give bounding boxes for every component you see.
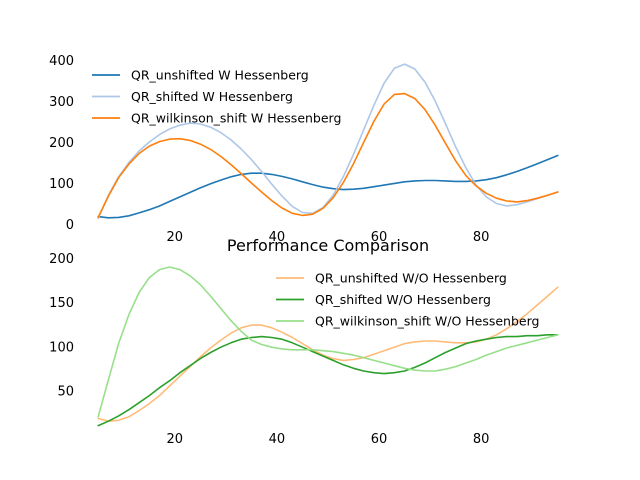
x-tick-label: 40 (269, 432, 286, 447)
y-tick-label: 300 (49, 95, 74, 110)
legend-label: QR_shifted W/O Hessenberg (315, 292, 491, 307)
legend-label: QR_wilkinson_shift W Hessenberg (131, 111, 341, 126)
legend-label: QR_unshifted W/O Hessenberg (315, 271, 507, 286)
x-tick-label: 60 (371, 432, 388, 447)
legend-label: QR_wilkinson_shift W/O Hessenberg (315, 314, 539, 329)
top-chart-x-ticks: 20 40 60 80 (167, 230, 490, 245)
y-tick-label: 50 (57, 384, 74, 399)
y-tick-label: 0 (66, 218, 74, 233)
x-tick-label: 20 (167, 432, 184, 447)
x-tick-label: 60 (371, 230, 388, 245)
series-line-1-1 (97, 333, 559, 427)
legend-label: QR_unshifted W Hessenberg (131, 68, 309, 83)
series-line-0-1 (97, 63, 559, 220)
bottom-chart: Performance Comparison 50 100 150 200 20 40 6… (49, 236, 559, 447)
top-chart-legend: QR_unshifted W Hessenberg QR_shifted W He… (92, 68, 341, 126)
series-line-0-0 (97, 154, 559, 219)
y-tick-label: 150 (49, 296, 74, 311)
top-chart-y-ticks: 0 100 200 300 400 (49, 54, 74, 233)
series-line-0-2 (97, 92, 559, 219)
x-tick-label: 80 (473, 230, 490, 245)
x-tick-label: 80 (473, 432, 490, 447)
bottom-chart-series (97, 266, 559, 427)
top-chart: 0 100 200 300 400 20 40 60 80 QR_unshifted W He… (49, 54, 559, 245)
y-tick-label: 100 (49, 340, 74, 355)
x-tick-label: 40 (269, 230, 286, 245)
chart-title: Performance Comparison (227, 236, 429, 255)
bottom-chart-x-ticks: 20 40 60 80 (167, 432, 490, 447)
y-tick-label: 200 (49, 136, 74, 151)
y-tick-label: 200 (49, 252, 74, 267)
top-chart-series (97, 63, 559, 220)
series-line-1-2 (97, 266, 559, 418)
x-tick-label: 20 (167, 230, 184, 245)
y-tick-label: 100 (49, 177, 74, 192)
y-tick-label: 400 (49, 54, 74, 69)
legend-label: QR_shifted W Hessenberg (131, 89, 293, 104)
bottom-chart-y-ticks: 50 100 150 200 (49, 252, 74, 399)
bottom-chart-legend: QR_unshifted W/O Hessenberg QR_shifted W/… (276, 271, 539, 329)
